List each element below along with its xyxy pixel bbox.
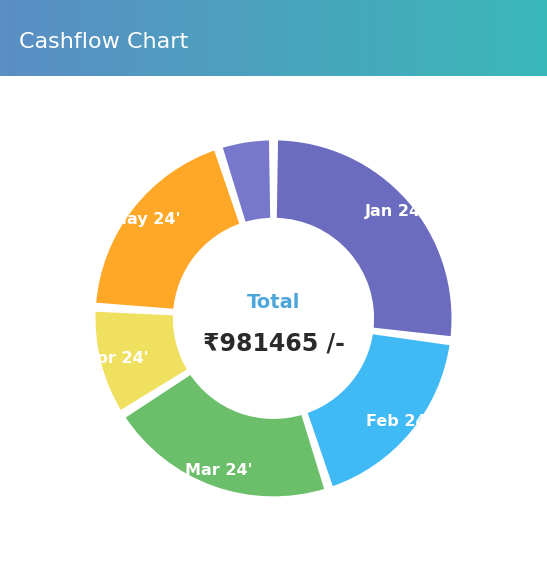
Wedge shape [220, 139, 272, 224]
Text: Mar 24': Mar 24' [185, 463, 252, 478]
Wedge shape [94, 310, 189, 412]
Text: Total: Total [247, 293, 300, 312]
Wedge shape [275, 139, 453, 338]
Text: Cashflow Chart: Cashflow Chart [19, 33, 188, 52]
Wedge shape [123, 373, 327, 498]
Text: May 24': May 24' [111, 211, 180, 227]
Wedge shape [306, 332, 451, 489]
Text: Jan 24': Jan 24' [364, 204, 426, 219]
Wedge shape [94, 148, 241, 311]
Text: Apr 24': Apr 24' [84, 351, 149, 366]
Text: ₹981465 /-: ₹981465 /- [202, 332, 345, 356]
Text: Feb 24': Feb 24' [365, 414, 431, 429]
